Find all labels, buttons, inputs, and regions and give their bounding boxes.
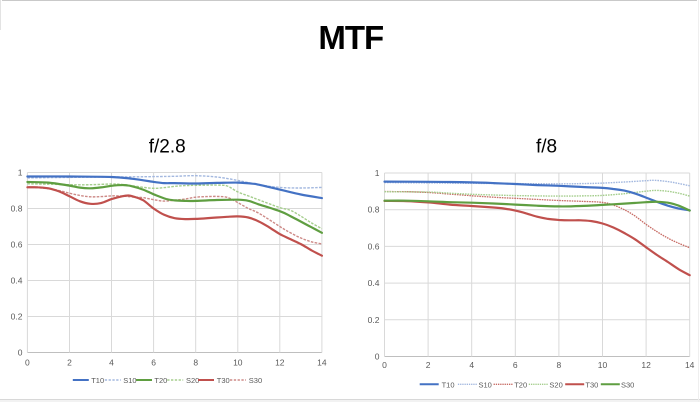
svg-text:1: 1 bbox=[18, 168, 23, 178]
svg-text:12: 12 bbox=[641, 360, 651, 370]
svg-text:S30: S30 bbox=[249, 376, 262, 385]
svg-text:0: 0 bbox=[25, 358, 30, 368]
svg-text:0: 0 bbox=[382, 360, 387, 370]
svg-text:0.2: 0.2 bbox=[368, 315, 380, 325]
svg-text:6: 6 bbox=[151, 358, 156, 368]
svg-text:T10: T10 bbox=[442, 380, 455, 389]
svg-text:0.6: 0.6 bbox=[368, 241, 380, 251]
svg-text:0: 0 bbox=[375, 352, 380, 362]
svg-text:0.4: 0.4 bbox=[11, 276, 23, 286]
svg-text:8: 8 bbox=[557, 360, 562, 370]
svg-text:MTF: MTF bbox=[318, 19, 383, 56]
svg-text:S10: S10 bbox=[479, 380, 492, 389]
svg-text:S20: S20 bbox=[186, 376, 199, 385]
svg-text:2: 2 bbox=[426, 360, 431, 370]
svg-text:T10: T10 bbox=[91, 376, 104, 385]
svg-text:14: 14 bbox=[685, 360, 695, 370]
svg-text:S20: S20 bbox=[549, 380, 562, 389]
svg-text:4: 4 bbox=[109, 358, 114, 368]
svg-text:S30: S30 bbox=[621, 380, 634, 389]
svg-text:T20: T20 bbox=[154, 376, 167, 385]
svg-text:T30: T30 bbox=[217, 376, 230, 385]
svg-text:2: 2 bbox=[67, 358, 72, 368]
svg-text:0.8: 0.8 bbox=[368, 205, 380, 215]
svg-text:8: 8 bbox=[193, 358, 198, 368]
svg-text:f/8: f/8 bbox=[536, 137, 557, 158]
svg-text:0.2: 0.2 bbox=[11, 312, 23, 322]
svg-text:10: 10 bbox=[233, 358, 243, 368]
svg-text:T30: T30 bbox=[585, 380, 598, 389]
svg-text:T20: T20 bbox=[514, 380, 527, 389]
svg-text:6: 6 bbox=[513, 360, 518, 370]
svg-text:10: 10 bbox=[598, 360, 608, 370]
svg-text:0.6: 0.6 bbox=[11, 240, 23, 250]
svg-text:0.4: 0.4 bbox=[368, 278, 380, 288]
svg-text:4: 4 bbox=[469, 360, 474, 370]
svg-text:14: 14 bbox=[317, 358, 327, 368]
svg-text:12: 12 bbox=[275, 358, 285, 368]
svg-text:0: 0 bbox=[18, 348, 23, 358]
svg-text:S10: S10 bbox=[123, 376, 136, 385]
svg-text:0.8: 0.8 bbox=[11, 204, 23, 214]
svg-text:f/2.8: f/2.8 bbox=[149, 137, 186, 158]
svg-text:1: 1 bbox=[375, 168, 380, 178]
